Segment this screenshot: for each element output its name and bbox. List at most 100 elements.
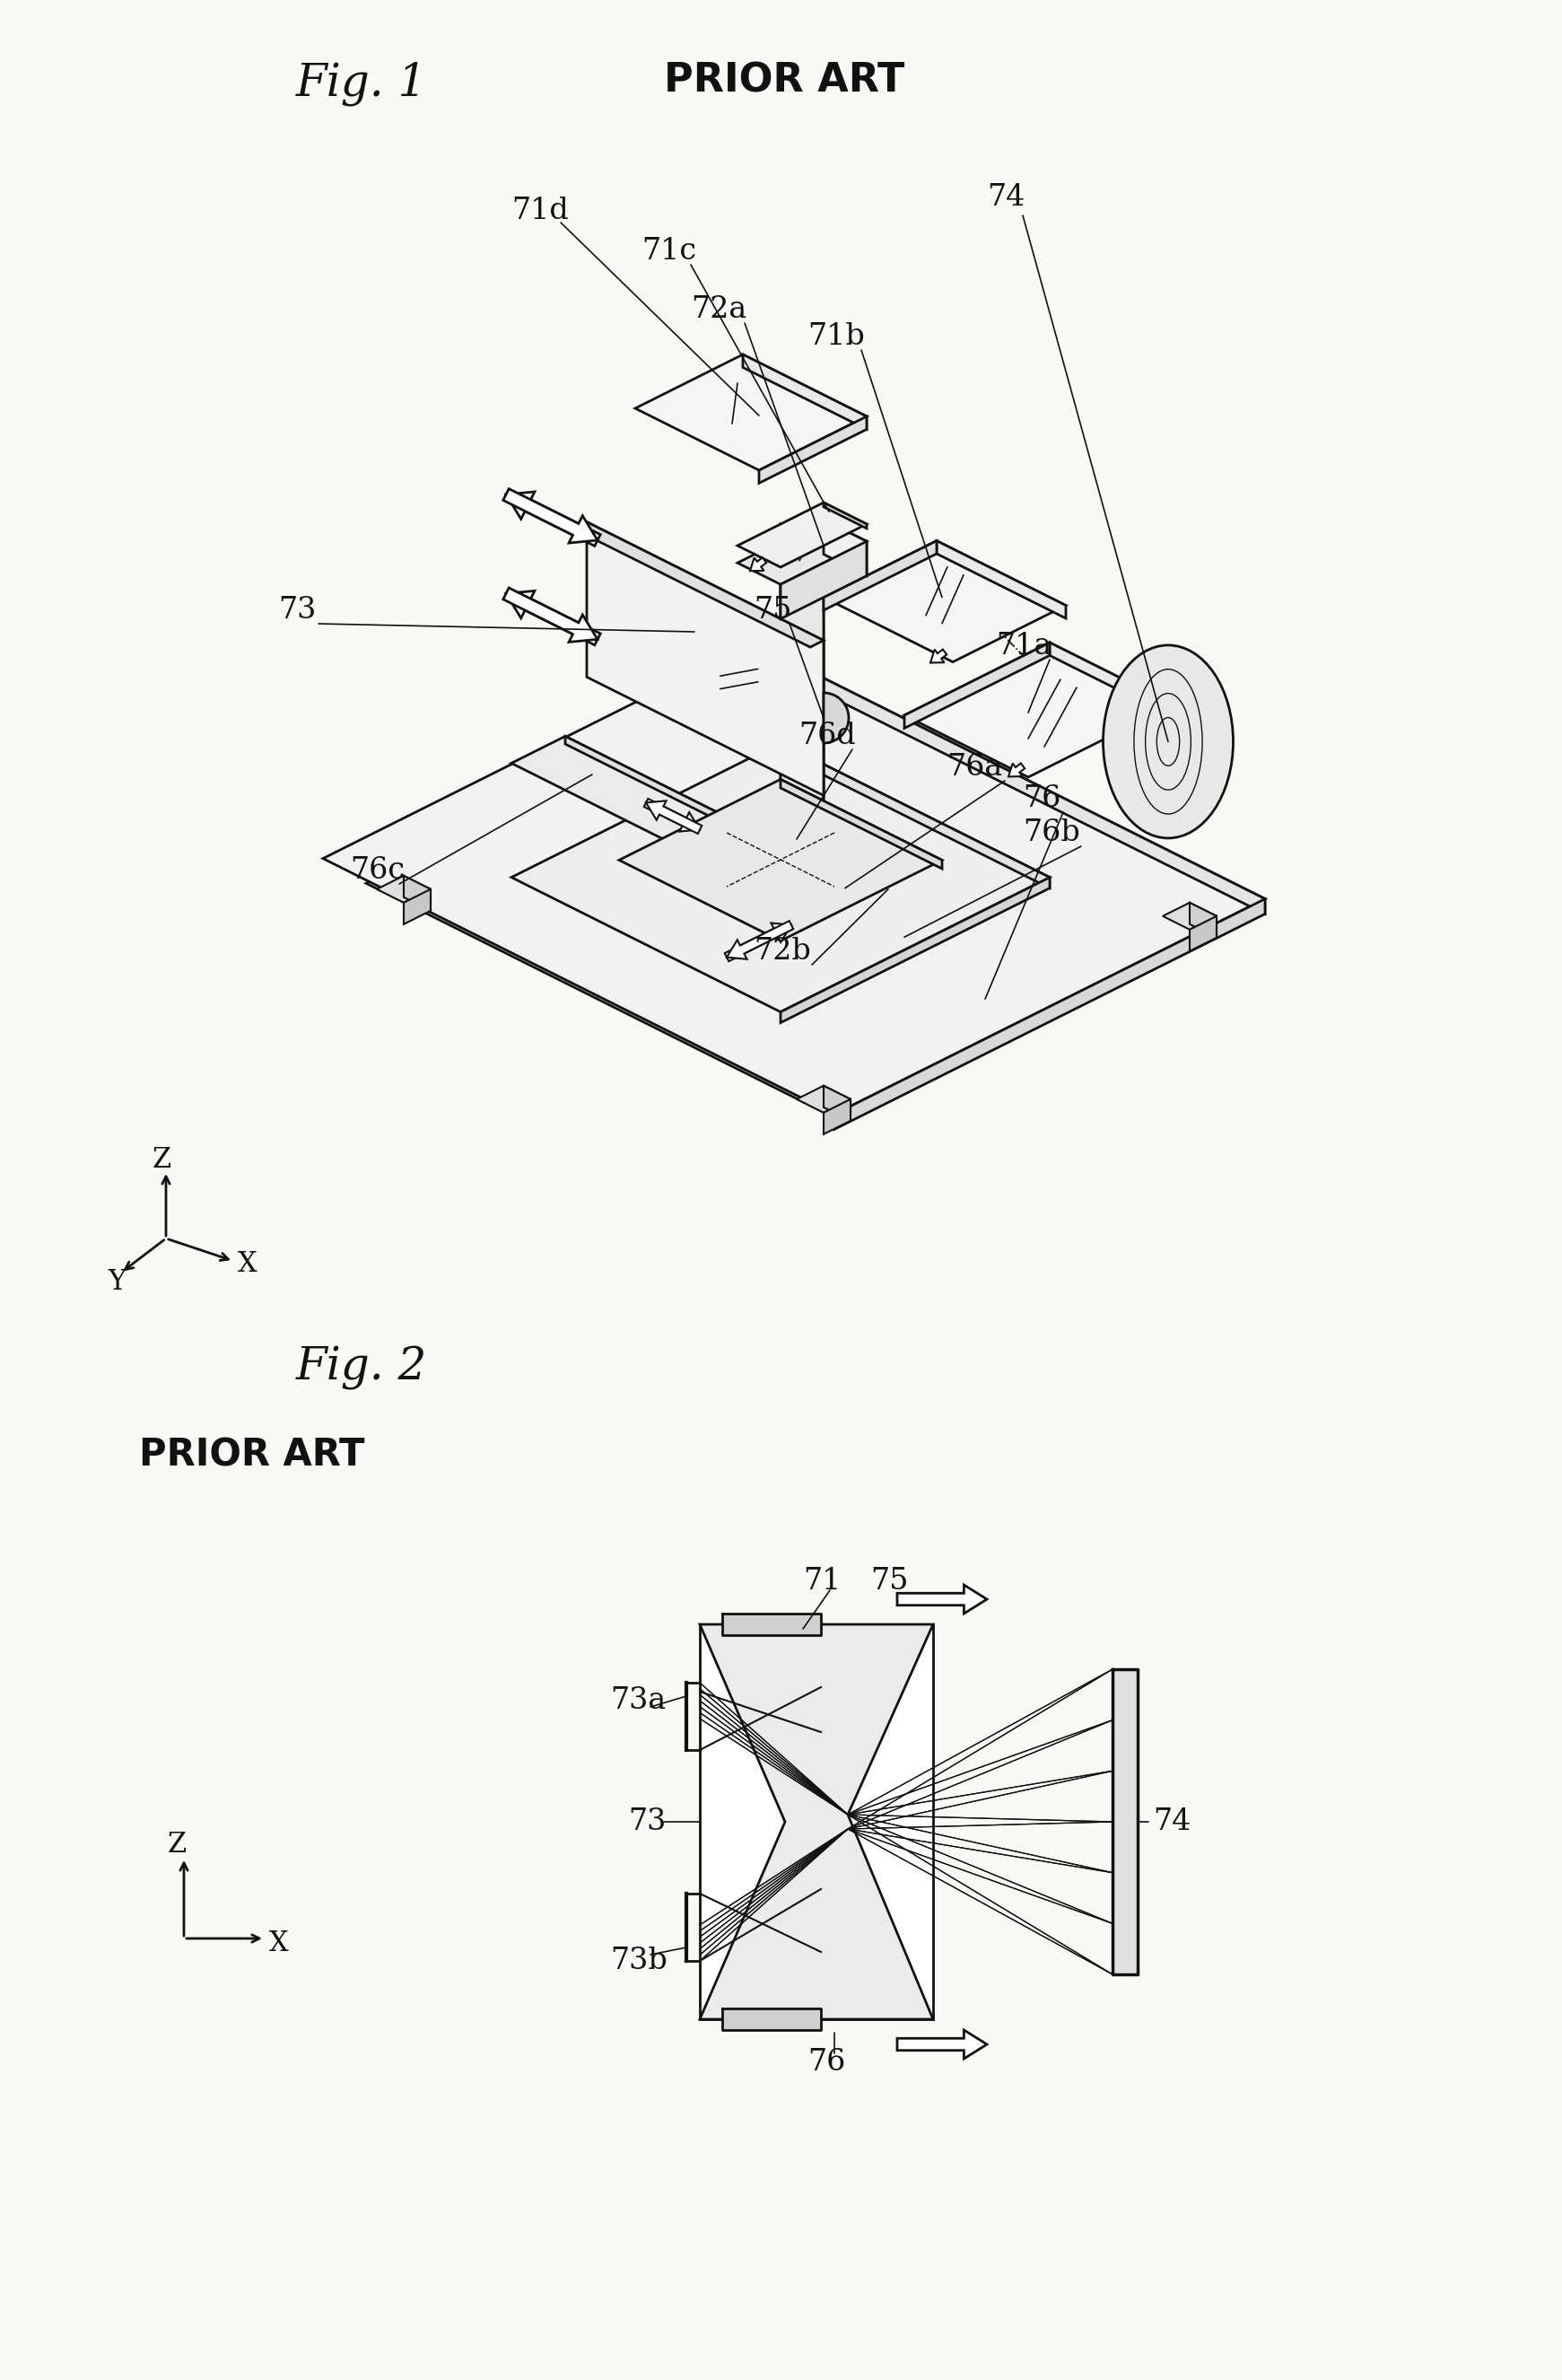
Text: 73: 73: [628, 1806, 665, 1835]
Text: 73a: 73a: [611, 1687, 665, 1716]
Polygon shape: [797, 1085, 851, 1111]
Polygon shape: [889, 878, 926, 919]
Polygon shape: [323, 643, 1265, 1114]
Polygon shape: [834, 900, 1265, 1130]
Polygon shape: [1190, 916, 1217, 952]
Polygon shape: [737, 519, 867, 585]
Text: 76c: 76c: [350, 857, 405, 885]
Polygon shape: [503, 588, 598, 643]
Polygon shape: [781, 540, 867, 619]
Text: 71: 71: [803, 1566, 840, 1595]
Polygon shape: [403, 876, 431, 912]
Polygon shape: [1112, 1668, 1137, 1975]
Polygon shape: [781, 804, 823, 912]
Polygon shape: [897, 2030, 987, 2059]
Polygon shape: [506, 493, 600, 545]
Text: 73b: 73b: [611, 1947, 667, 1975]
Polygon shape: [750, 557, 767, 571]
Polygon shape: [770, 707, 797, 740]
Polygon shape: [904, 643, 1173, 778]
Polygon shape: [737, 502, 867, 566]
Polygon shape: [1009, 764, 1025, 776]
Polygon shape: [725, 923, 792, 962]
Polygon shape: [573, 521, 823, 647]
Polygon shape: [823, 502, 867, 528]
Polygon shape: [931, 650, 947, 662]
Polygon shape: [503, 488, 598, 543]
Text: Z: Z: [167, 1830, 187, 1859]
Polygon shape: [366, 690, 1211, 1111]
Polygon shape: [619, 778, 942, 940]
Polygon shape: [808, 819, 845, 859]
Polygon shape: [403, 890, 431, 923]
Text: 75: 75: [753, 595, 792, 624]
Text: Fig. 2: Fig. 2: [297, 1347, 428, 1390]
Polygon shape: [700, 1626, 933, 2018]
Polygon shape: [506, 590, 600, 645]
Polygon shape: [722, 2009, 822, 2030]
Polygon shape: [823, 693, 848, 743]
Text: 76d: 76d: [798, 721, 856, 750]
Polygon shape: [1162, 902, 1217, 931]
Polygon shape: [781, 743, 1050, 888]
Polygon shape: [770, 819, 845, 857]
Polygon shape: [644, 800, 700, 831]
Polygon shape: [897, 1585, 987, 1614]
Text: X: X: [237, 1250, 258, 1278]
Text: Z: Z: [153, 1145, 172, 1173]
Text: 76b: 76b: [1023, 819, 1079, 847]
Polygon shape: [647, 800, 701, 833]
Polygon shape: [744, 355, 867, 428]
Polygon shape: [937, 540, 1065, 619]
Polygon shape: [565, 735, 781, 852]
Ellipse shape: [1103, 645, 1232, 838]
Polygon shape: [889, 859, 926, 900]
Polygon shape: [700, 1626, 933, 2018]
Polygon shape: [823, 1085, 851, 1121]
Polygon shape: [823, 540, 937, 609]
Polygon shape: [770, 693, 797, 728]
Polygon shape: [636, 355, 867, 471]
Polygon shape: [904, 643, 1050, 728]
Polygon shape: [781, 778, 942, 869]
Text: Fig. 1: Fig. 1: [297, 62, 428, 105]
Polygon shape: [808, 838, 845, 878]
Text: 71b: 71b: [808, 321, 865, 350]
Polygon shape: [781, 878, 1050, 1023]
Text: PRIOR ART: PRIOR ART: [139, 1435, 364, 1473]
Polygon shape: [781, 545, 823, 912]
Polygon shape: [744, 693, 797, 719]
Polygon shape: [823, 519, 867, 576]
Polygon shape: [376, 876, 431, 902]
Polygon shape: [1050, 643, 1173, 716]
Text: PRIOR ART: PRIOR ART: [664, 62, 904, 100]
Polygon shape: [781, 524, 823, 890]
Text: 71c: 71c: [642, 238, 697, 267]
Polygon shape: [823, 1100, 851, 1135]
Text: 76: 76: [808, 2047, 845, 2078]
Polygon shape: [759, 416, 867, 483]
Polygon shape: [781, 783, 823, 890]
Polygon shape: [511, 743, 1050, 1012]
Text: Y: Y: [108, 1269, 125, 1295]
Polygon shape: [1190, 902, 1217, 938]
Polygon shape: [753, 690, 1211, 931]
Polygon shape: [511, 735, 781, 871]
Polygon shape: [753, 643, 1265, 914]
Polygon shape: [823, 540, 1065, 662]
Polygon shape: [587, 521, 823, 795]
Text: 72b: 72b: [753, 938, 811, 966]
Text: 74: 74: [1153, 1806, 1190, 1835]
Text: 73: 73: [278, 595, 316, 624]
Polygon shape: [726, 921, 793, 959]
Text: 72a: 72a: [690, 295, 747, 324]
Text: X: X: [269, 1930, 289, 1956]
Polygon shape: [722, 1614, 822, 1635]
Text: 75: 75: [870, 1566, 909, 1595]
Text: 76: 76: [1023, 785, 1061, 814]
Text: 71d: 71d: [511, 198, 569, 226]
Text: 76a: 76a: [947, 752, 1003, 781]
Polygon shape: [851, 859, 926, 897]
Text: 71a: 71a: [997, 631, 1051, 662]
Text: 74: 74: [987, 183, 1025, 212]
